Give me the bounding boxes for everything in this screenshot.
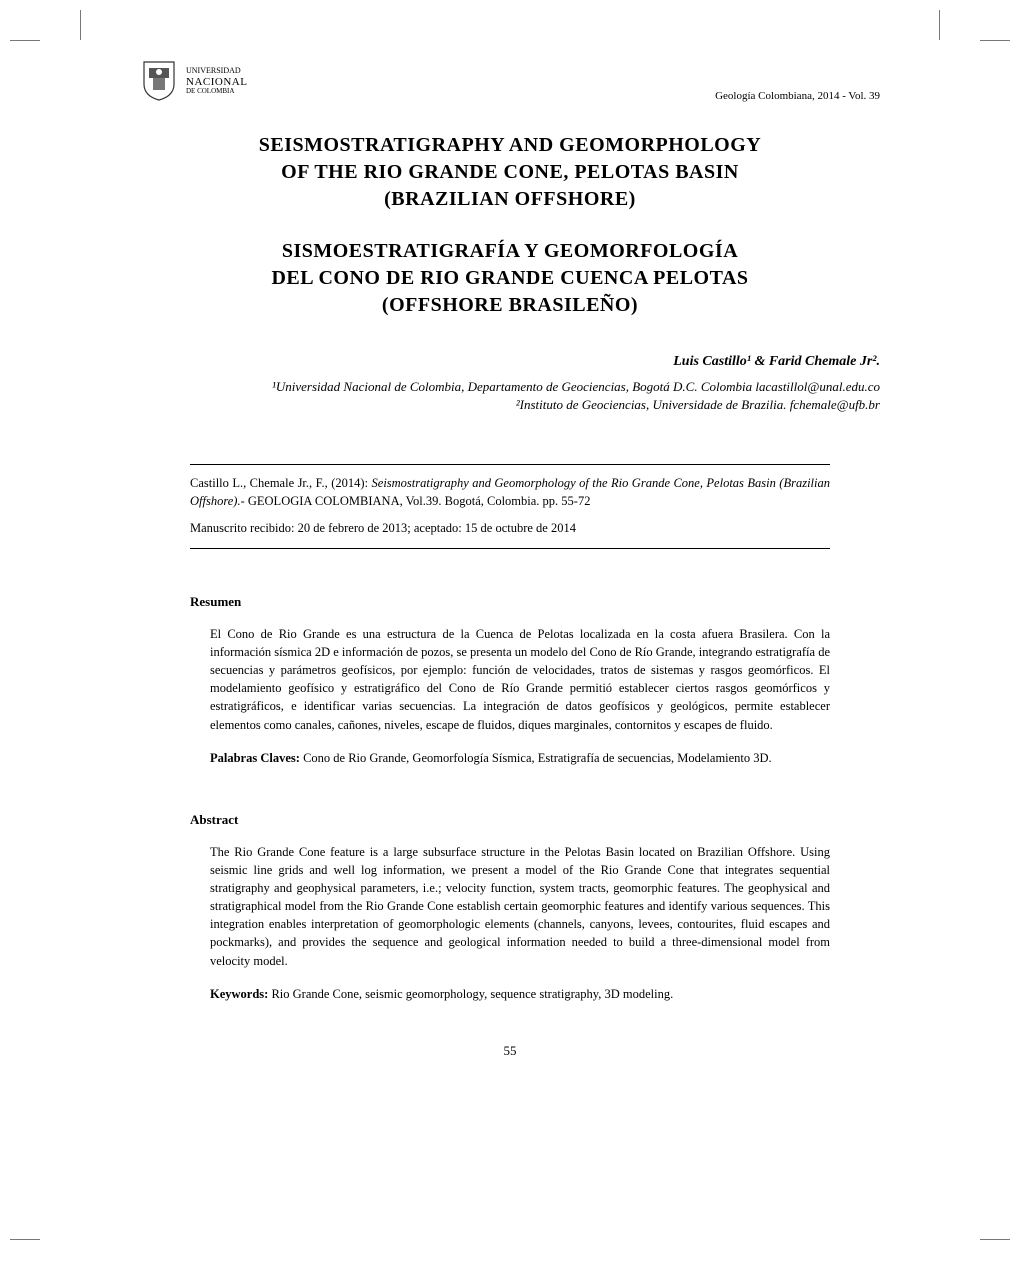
keywords-label: Keywords:	[210, 987, 271, 1001]
title-es-line: (OFFSHORE BRASILEÑO)	[140, 292, 880, 319]
crop-mark	[10, 40, 40, 41]
citation-prefix: Castillo L., Chemale Jr., F., (2014):	[190, 476, 372, 490]
citation-suffix: - GEOLOGIA COLOMBIANA, Vol.39. Bogotá, C…	[241, 494, 591, 508]
affiliation-1: ¹Universidad Nacional de Colombia, Depar…	[140, 378, 880, 396]
keywords-body: Rio Grande Cone, seismic geomorphology, …	[271, 987, 673, 1001]
citation-box: Castillo L., Chemale Jr., F., (2014): Se…	[190, 464, 830, 549]
page-header: UNIVERSIDAD NACIONAL DE COLOMBIA Geologí…	[140, 60, 880, 102]
logo-text: UNIVERSIDAD NACIONAL DE COLOMBIA	[186, 67, 247, 96]
palabras-body: Cono de Rio Grande, Geomorfología Sísmic…	[303, 751, 772, 765]
title-english: SEISMOSTRATIGRAPHY AND GEOMORPHOLOGY OF …	[140, 132, 880, 213]
resumen-body: El Cono de Rio Grande es una estructura …	[210, 625, 830, 734]
crop-mark	[980, 40, 1010, 41]
title-en-line: SEISMOSTRATIGRAPHY AND GEOMORPHOLOGY	[140, 132, 880, 159]
manuscript-dates: Manuscrito recibido: 20 de febrero de 20…	[190, 520, 830, 538]
affiliation-2: ²Instituto de Geociencias, Universidade …	[140, 396, 880, 414]
affiliations: ¹Universidad Nacional de Colombia, Depar…	[140, 378, 880, 414]
title-es-line: SISMOESTRATIGRAFÍA Y GEOMORFOLOGÍA	[140, 238, 880, 265]
title-en-line: OF THE RIO GRANDE CONE, PELOTAS BASIN	[140, 159, 880, 186]
crop-mark	[10, 1239, 40, 1240]
article-page: UNIVERSIDAD NACIONAL DE COLOMBIA Geologí…	[80, 30, 940, 1099]
title-en-line: (BRAZILIAN OFFSHORE)	[140, 186, 880, 213]
journal-reference: Geología Colombiana, 2014 - Vol. 39	[715, 90, 880, 102]
page-number: 55	[140, 1043, 880, 1059]
resumen-heading: Resumen	[190, 594, 880, 610]
palabras-claves: Palabras Claves: Cono de Rio Grande, Geo…	[210, 749, 830, 767]
shield-icon	[140, 60, 178, 102]
title-spanish: SISMOESTRATIGRAFÍA Y GEOMORFOLOGÍA DEL C…	[140, 238, 880, 319]
logo-line1: UNIVERSIDAD	[186, 67, 247, 76]
authors: Luis Castillo¹ & Farid Chemale Jr².	[140, 354, 880, 370]
article-title-block: SEISMOSTRATIGRAPHY AND GEOMORPHOLOGY OF …	[140, 132, 880, 319]
abstract-body: The Rio Grande Cone feature is a large s…	[210, 843, 830, 970]
logo-line2: NACIONAL	[186, 76, 247, 88]
logo-line3: DE COLOMBIA	[186, 88, 247, 96]
palabras-label: Palabras Claves:	[210, 751, 303, 765]
title-es-line: DEL CONO DE RIO GRANDE CUENCA PELOTAS	[140, 265, 880, 292]
citation-line: Castillo L., Chemale Jr., F., (2014): Se…	[190, 475, 830, 510]
abstract-heading: Abstract	[190, 812, 880, 828]
university-logo: UNIVERSIDAD NACIONAL DE COLOMBIA	[140, 60, 247, 102]
crop-mark	[980, 1239, 1010, 1240]
keywords: Keywords: Rio Grande Cone, seismic geomo…	[210, 985, 830, 1003]
